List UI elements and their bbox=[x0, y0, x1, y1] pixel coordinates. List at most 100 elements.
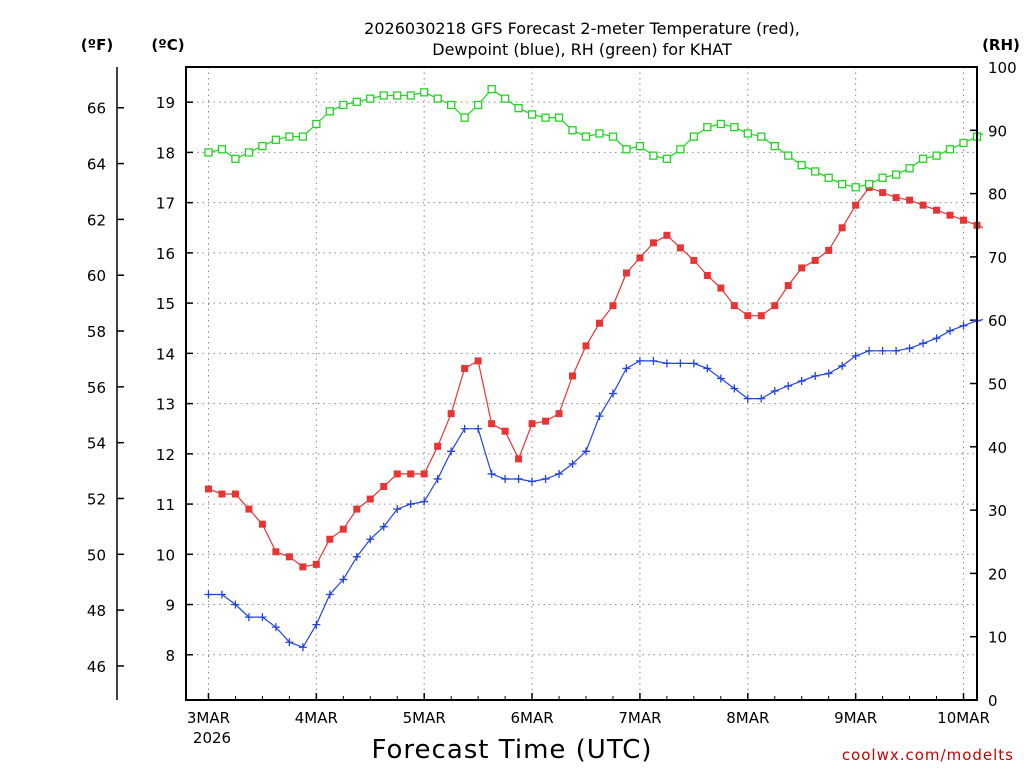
temperature-point bbox=[542, 417, 550, 425]
dewpoint-point bbox=[217, 590, 226, 599]
rh-point bbox=[851, 183, 860, 192]
rh-point bbox=[217, 145, 227, 154]
source-credit: coolwx.com/modelts bbox=[842, 746, 1014, 764]
series-dewpoint bbox=[204, 304, 1021, 652]
rh-tick-label: 10 bbox=[988, 629, 1007, 647]
rh-point bbox=[743, 129, 752, 138]
rh-point bbox=[878, 173, 887, 182]
celsius-tick-label: 12 bbox=[156, 446, 175, 464]
temperature-point bbox=[609, 302, 617, 310]
temperature-point bbox=[649, 239, 657, 247]
rh-point bbox=[406, 91, 415, 100]
temperature-point bbox=[690, 256, 698, 264]
rh-point bbox=[581, 132, 591, 141]
temperature-point bbox=[1000, 232, 1007, 239]
rh-tick-label: 50 bbox=[988, 376, 1007, 394]
fahrenheit-tick-label: 60 bbox=[87, 267, 106, 285]
temperature-point bbox=[326, 535, 334, 543]
celsius-tick-label: 14 bbox=[156, 345, 175, 363]
rh-tick-label: 20 bbox=[988, 565, 1007, 583]
rh-point bbox=[473, 100, 483, 110]
celsius-tick-label: 8 bbox=[165, 647, 175, 665]
temperature-point bbox=[528, 420, 536, 428]
rh-tick-label: 40 bbox=[988, 439, 1007, 457]
rh-point bbox=[649, 151, 658, 160]
x-tick-label: 4MAR bbox=[295, 709, 338, 727]
dewpoint-line bbox=[208, 318, 983, 649]
rh-point bbox=[595, 129, 604, 138]
dewpoint-point bbox=[919, 339, 928, 348]
temperature-point bbox=[744, 312, 752, 320]
dewpoint-point bbox=[703, 364, 712, 373]
temperature-point bbox=[757, 312, 765, 320]
temperature-point bbox=[312, 560, 320, 568]
rh-tick-label: 90 bbox=[988, 122, 1007, 140]
temperature-point bbox=[380, 482, 388, 490]
celsius-tick-label: 13 bbox=[156, 396, 175, 414]
dewpoint-point bbox=[946, 326, 955, 335]
temperature-point bbox=[987, 227, 994, 234]
dewpoint-point bbox=[635, 356, 644, 365]
fahrenheit-tick-label: 64 bbox=[87, 156, 106, 174]
celsius-tick-label: 15 bbox=[156, 295, 175, 313]
temperature-point bbox=[798, 264, 806, 272]
fahrenheit-tick-label: 46 bbox=[87, 658, 106, 676]
dewpoint-point bbox=[312, 620, 321, 629]
rh-point bbox=[527, 110, 537, 119]
celsius-axis: 8 9 10 11 12 13 14 15 16 17 18 19 bbox=[156, 94, 193, 665]
dewpoint-point bbox=[797, 376, 806, 385]
rh-point bbox=[838, 179, 847, 189]
x-axis-title: Forecast Time (UTC) bbox=[371, 735, 652, 765]
temperature-point bbox=[204, 485, 212, 493]
celsius-tick-label: 9 bbox=[165, 597, 175, 615]
dewpoint-point bbox=[1013, 304, 1021, 312]
rh-point bbox=[514, 103, 523, 113]
dewpoint-point bbox=[730, 384, 739, 393]
dewpoint-point bbox=[298, 643, 307, 652]
temperature-point bbox=[838, 224, 846, 232]
rh-point bbox=[622, 145, 631, 154]
dewpoint-point bbox=[366, 535, 375, 544]
dewpoint-point bbox=[460, 424, 469, 433]
rh-tick-label: 30 bbox=[988, 502, 1007, 520]
temperature-point bbox=[811, 256, 819, 264]
dewpoint-point bbox=[676, 359, 685, 368]
chart-title-line-2: Dewpoint (blue), RH (green) for KHAT bbox=[432, 40, 732, 59]
rh-point bbox=[568, 126, 577, 135]
series-layer bbox=[204, 85, 1021, 652]
rh-point bbox=[918, 154, 928, 163]
rh-point bbox=[487, 85, 496, 94]
rh-axis: 0 10 20 30 40 50 60 70 80 90 100 bbox=[970, 59, 1017, 710]
rh-point bbox=[676, 145, 685, 154]
celsius-unit-label: (ºC) bbox=[151, 36, 184, 54]
temperature-point bbox=[946, 211, 954, 219]
temperature-point bbox=[366, 495, 374, 503]
dewpoint-point bbox=[649, 356, 658, 365]
rh-point bbox=[716, 119, 725, 129]
temperature-point bbox=[852, 201, 860, 209]
temperature-point bbox=[231, 490, 239, 498]
rh-point bbox=[271, 135, 281, 144]
dewpoint-point bbox=[474, 424, 483, 433]
temperature-point bbox=[474, 357, 482, 365]
dewpoint-point bbox=[811, 371, 820, 380]
rh-point bbox=[393, 91, 402, 100]
temperature-point bbox=[285, 553, 293, 561]
rh-point bbox=[312, 119, 321, 129]
celsius-tick-label: 19 bbox=[156, 94, 175, 112]
dewpoint-point bbox=[743, 394, 752, 403]
rh-point bbox=[352, 97, 361, 106]
dewpoint-point bbox=[555, 469, 564, 478]
x-axis: 3MAR 4MAR 5MAR 6MAR 7MAR 8MAR 9MAR 10MAR bbox=[187, 693, 990, 727]
temperature-point bbox=[299, 563, 307, 571]
dewpoint-point bbox=[487, 469, 496, 478]
dewpoint-point bbox=[420, 497, 429, 506]
x-year-label: 2026 bbox=[193, 729, 231, 747]
x-tick-label: 10MAR bbox=[937, 709, 990, 727]
temperature-point bbox=[784, 282, 792, 290]
rh-tick-label: 80 bbox=[988, 186, 1007, 204]
dewpoint-point bbox=[689, 359, 698, 368]
rh-point bbox=[339, 100, 348, 110]
temperature-point bbox=[906, 196, 914, 204]
